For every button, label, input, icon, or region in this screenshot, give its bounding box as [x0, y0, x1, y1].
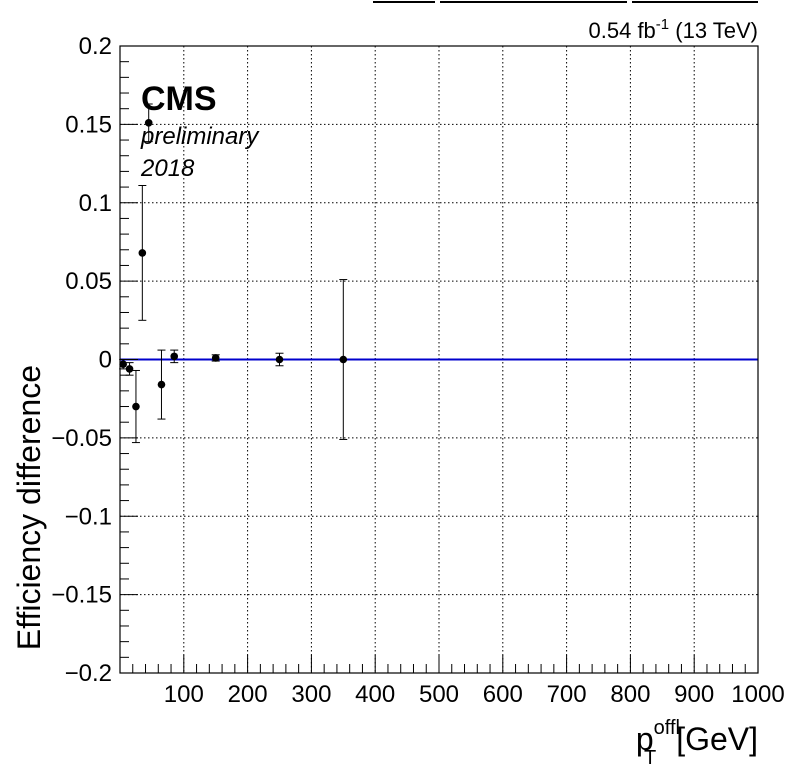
x-tick-label: 100: [164, 681, 204, 708]
y-tick-label: −0.2: [65, 660, 112, 687]
data-marker: [157, 380, 166, 389]
y-tick-label: 0.15: [65, 111, 112, 138]
data-point: [339, 279, 348, 440]
x-tick-label: 700: [547, 681, 587, 708]
x-tick-label: 600: [483, 681, 523, 708]
data-marker: [125, 365, 134, 373]
data-marker: [119, 360, 127, 369]
y-tick-label: 0.1: [79, 190, 112, 217]
status-label: preliminary: [140, 123, 260, 150]
y-axis-title: Efficiency difference: [11, 365, 47, 650]
x-tick-label: 400: [355, 681, 395, 708]
axis-ticks: [119, 45, 759, 674]
data-point: [131, 369, 140, 444]
y-tick-label: 0: [99, 347, 112, 374]
data-marker: [170, 352, 179, 361]
data-point: [157, 349, 166, 420]
data-point: [275, 352, 284, 367]
x-tick-label: 500: [419, 681, 459, 708]
data-marker: [132, 402, 140, 411]
data-marker: [211, 354, 220, 362]
data-marker: [275, 355, 284, 364]
tick-labels: 100 200 300 400 500 600 700 800 900 1000 −0.2 −0.15…: [51, 33, 784, 708]
data-point: [144, 103, 153, 143]
x-tick-label: 200: [228, 681, 268, 708]
x-tick-label: 800: [610, 681, 650, 708]
luminosity-label: 0.54 fb-1 (13 TeV): [589, 16, 758, 43]
year-label: 2018: [140, 155, 195, 182]
data-point: [138, 185, 147, 321]
data-marker: [138, 249, 147, 257]
x-axis-title: poffl T[GeV]: [636, 717, 758, 769]
experiment-label: CMS: [141, 80, 217, 118]
y-tick-label: 0.05: [65, 268, 112, 295]
y-tick-label: −0.05: [51, 425, 112, 452]
y-tick-label: −0.1: [65, 503, 112, 530]
data-marker: [339, 355, 348, 364]
x-tick-label: 300: [291, 681, 331, 708]
x-tick-label: 900: [674, 681, 714, 708]
x-tick-label: 1000: [731, 681, 784, 708]
y-tick-label: 0.2: [79, 33, 112, 60]
data-point: [211, 354, 220, 362]
data-marker: [144, 119, 153, 127]
y-tick-label: −0.15: [51, 582, 112, 609]
data-points: [119, 103, 348, 444]
data-point: [170, 349, 179, 364]
